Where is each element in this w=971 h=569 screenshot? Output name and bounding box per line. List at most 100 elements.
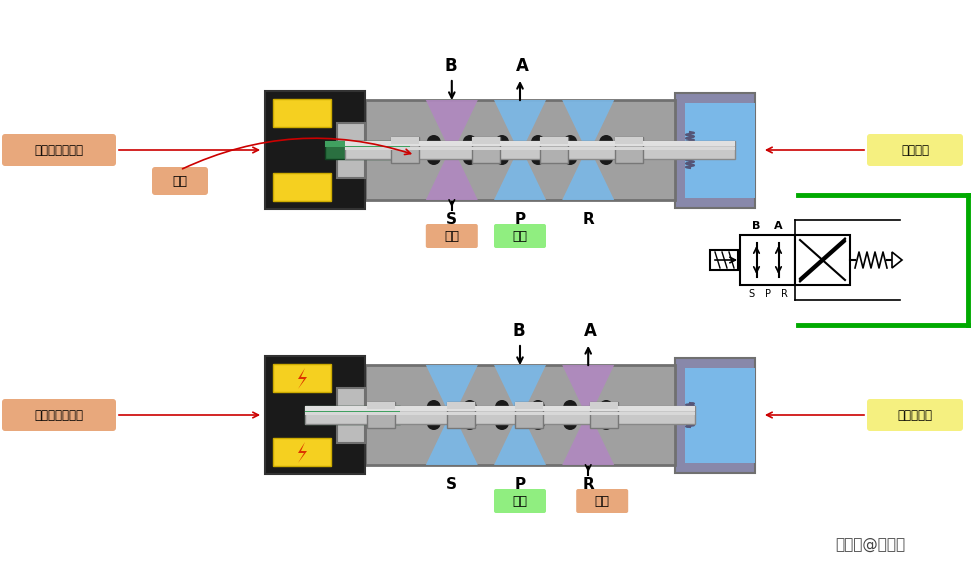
- Circle shape: [495, 400, 509, 414]
- Text: S: S: [447, 212, 457, 227]
- Bar: [273, 438, 331, 466]
- Bar: [366, 402, 394, 428]
- Text: 排气: 排气: [445, 229, 459, 242]
- Bar: [265, 91, 365, 209]
- Bar: [273, 99, 331, 127]
- Polygon shape: [562, 365, 615, 411]
- FancyBboxPatch shape: [494, 489, 546, 513]
- FancyBboxPatch shape: [152, 167, 208, 195]
- Polygon shape: [426, 100, 478, 146]
- Circle shape: [531, 151, 545, 165]
- Bar: [365, 365, 675, 465]
- Circle shape: [463, 135, 477, 149]
- Bar: [395, 409, 407, 421]
- Circle shape: [427, 135, 441, 149]
- Bar: [615, 137, 643, 143]
- Bar: [675, 357, 755, 472]
- Bar: [273, 364, 331, 392]
- Polygon shape: [494, 365, 546, 411]
- Bar: [305, 406, 695, 411]
- Bar: [589, 402, 618, 409]
- Circle shape: [463, 416, 477, 430]
- Circle shape: [599, 416, 614, 430]
- Text: R: R: [583, 477, 594, 492]
- Bar: [273, 173, 331, 201]
- Polygon shape: [426, 154, 478, 200]
- Text: R: R: [583, 212, 594, 227]
- Bar: [265, 356, 365, 474]
- Circle shape: [495, 416, 509, 430]
- Text: 弹簧被压缩: 弹簧被压缩: [897, 409, 932, 422]
- FancyBboxPatch shape: [867, 134, 963, 166]
- Text: A: A: [584, 322, 596, 340]
- Text: P: P: [515, 477, 525, 492]
- Bar: [337, 387, 365, 443]
- Text: 电磁阀线圈通电: 电磁阀线圈通电: [35, 409, 84, 422]
- Bar: [516, 402, 544, 409]
- Circle shape: [531, 400, 545, 414]
- Bar: [345, 147, 735, 150]
- Circle shape: [531, 416, 545, 430]
- Bar: [305, 406, 695, 424]
- Bar: [685, 102, 755, 197]
- Polygon shape: [562, 154, 615, 200]
- Text: P: P: [515, 212, 525, 227]
- Bar: [305, 406, 400, 424]
- Circle shape: [599, 135, 614, 149]
- Polygon shape: [426, 419, 478, 465]
- FancyBboxPatch shape: [2, 399, 116, 431]
- Bar: [710, 250, 738, 270]
- Bar: [325, 141, 410, 147]
- Circle shape: [463, 400, 477, 414]
- Polygon shape: [494, 419, 546, 465]
- Circle shape: [599, 400, 614, 414]
- Circle shape: [427, 416, 441, 430]
- Circle shape: [563, 400, 577, 414]
- Bar: [675, 93, 755, 208]
- Text: 进气: 进气: [513, 494, 527, 508]
- Polygon shape: [298, 442, 307, 463]
- Circle shape: [563, 151, 577, 165]
- Bar: [325, 141, 410, 159]
- Circle shape: [427, 400, 441, 414]
- Text: P: P: [764, 289, 771, 299]
- Bar: [589, 402, 618, 428]
- Bar: [740, 235, 795, 285]
- Bar: [405, 144, 417, 156]
- FancyBboxPatch shape: [494, 224, 546, 248]
- Circle shape: [427, 151, 441, 165]
- Text: B: B: [513, 322, 525, 340]
- Bar: [447, 402, 475, 428]
- Circle shape: [463, 151, 477, 165]
- Bar: [345, 141, 735, 159]
- Text: 排气: 排气: [594, 494, 610, 508]
- Text: 电磁阀线圈断电: 电磁阀线圈断电: [35, 143, 84, 156]
- Circle shape: [563, 135, 577, 149]
- Polygon shape: [494, 100, 546, 146]
- Bar: [540, 137, 568, 163]
- Text: 搜狐号@仪表圈: 搜狐号@仪表圈: [835, 538, 905, 552]
- Text: A: A: [774, 221, 783, 231]
- Bar: [447, 402, 475, 409]
- FancyBboxPatch shape: [867, 399, 963, 431]
- Polygon shape: [494, 154, 546, 200]
- Bar: [305, 413, 695, 415]
- FancyBboxPatch shape: [576, 489, 628, 513]
- Text: 进气: 进气: [513, 229, 527, 242]
- Bar: [540, 137, 568, 143]
- Bar: [685, 368, 755, 463]
- Bar: [516, 402, 544, 428]
- Bar: [366, 402, 394, 409]
- Circle shape: [599, 151, 614, 165]
- Text: A: A: [516, 57, 528, 75]
- Bar: [472, 137, 500, 143]
- Bar: [365, 100, 675, 200]
- Text: R: R: [781, 289, 787, 299]
- Polygon shape: [892, 252, 902, 268]
- Text: B: B: [445, 57, 457, 75]
- Bar: [615, 137, 643, 163]
- Polygon shape: [426, 365, 478, 411]
- Bar: [795, 235, 850, 285]
- Text: S: S: [447, 477, 457, 492]
- Circle shape: [495, 151, 509, 165]
